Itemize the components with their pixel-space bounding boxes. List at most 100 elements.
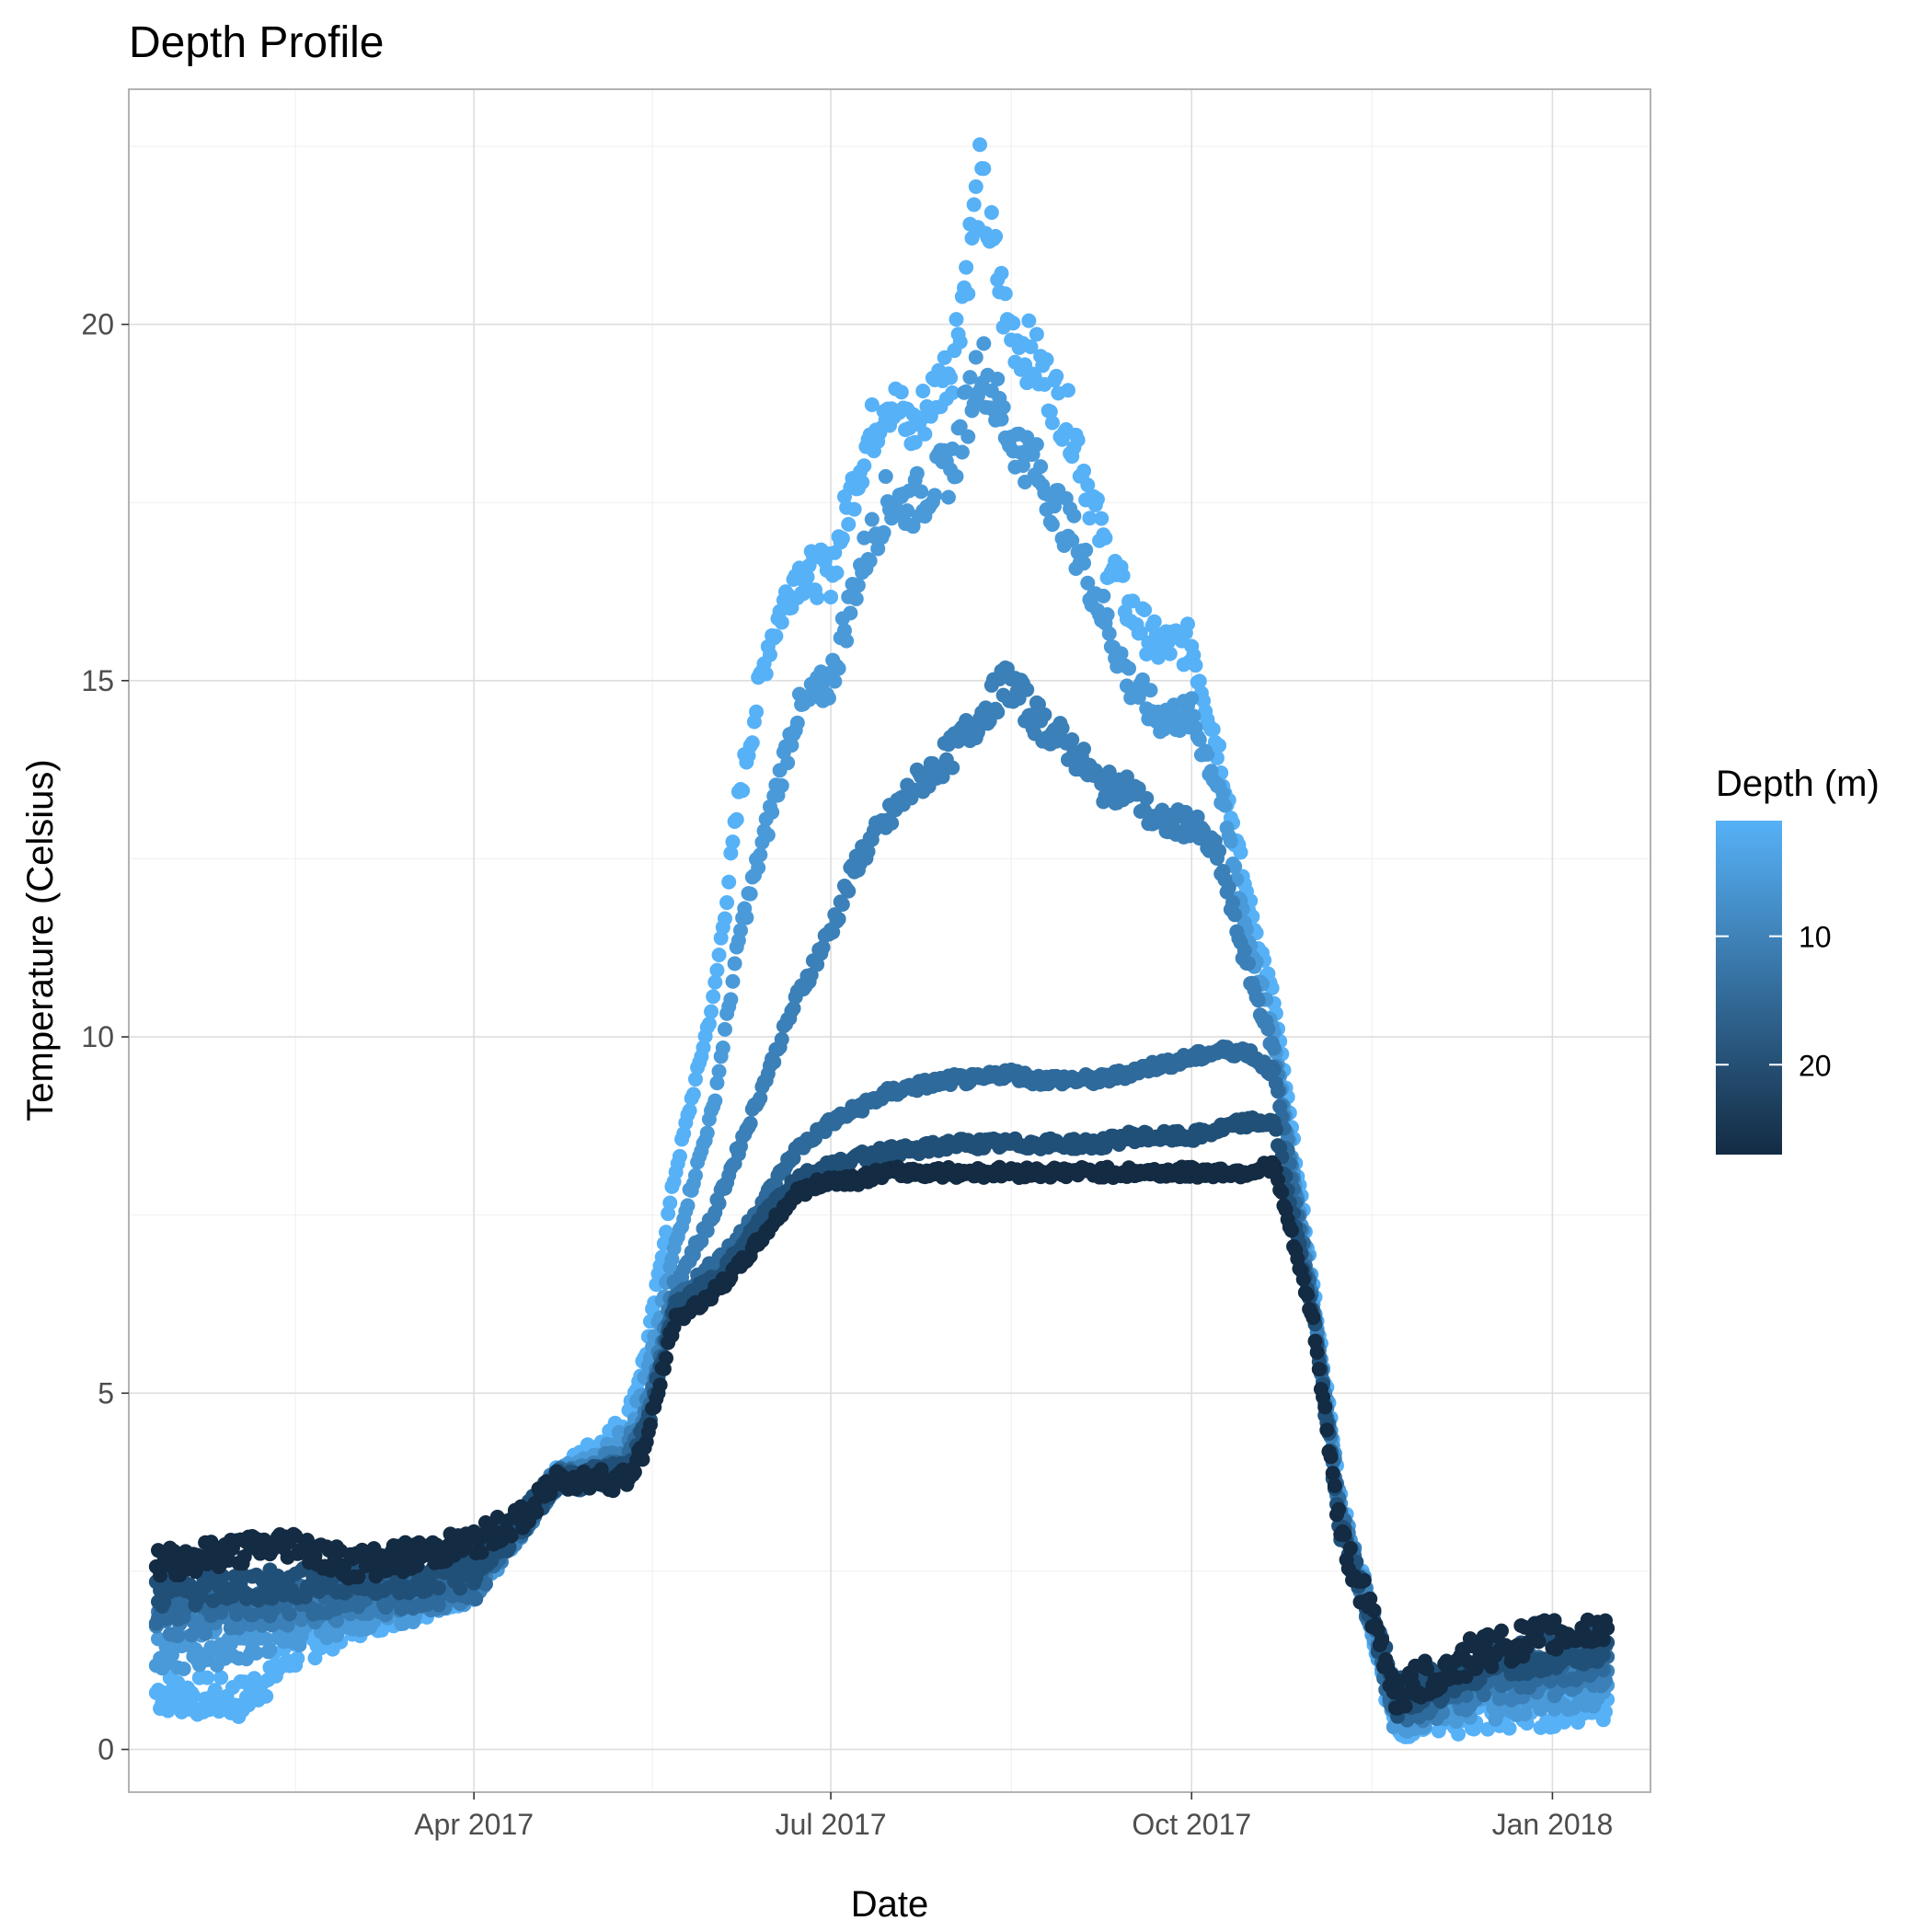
data-point [774,1031,789,1047]
data-point [1309,1344,1325,1360]
data-point [1323,1449,1339,1465]
data-point [717,1021,732,1037]
data-point [952,334,968,350]
data-point [1531,1634,1547,1650]
data-point [789,715,805,730]
data-point [1236,943,1252,959]
legend-label: 20 [1799,1049,1832,1082]
data-point [1019,682,1035,697]
data-point [1205,721,1221,737]
data-point [282,1606,297,1622]
data-point [680,1198,696,1213]
data-point [1597,1704,1613,1719]
data-point [711,1064,727,1079]
data-point [988,228,1004,244]
x-tick-label: Jul 2017 [776,1808,887,1841]
data-point [766,1054,782,1070]
data-point [1392,1673,1408,1689]
data-point [1517,1707,1533,1722]
data-point [717,911,732,926]
data-point [1191,673,1207,689]
data-point [1225,895,1241,911]
data-point [1066,508,1082,523]
data-point [468,1591,484,1606]
data-point [784,738,799,753]
data-point [1178,804,1193,820]
data-point [328,1613,344,1628]
data-point [857,458,872,474]
y-tick-label: 15 [81,664,114,697]
data-point [723,992,739,1007]
data-point [224,1589,240,1604]
data-point [1451,1726,1466,1742]
data-point [723,845,739,861]
data-point [762,647,777,662]
data-point [1233,845,1248,860]
grid-minor [129,89,1650,1792]
data-point [1101,626,1117,641]
data-point [1113,646,1129,661]
data-point [1595,1632,1611,1648]
data-point [164,1647,179,1662]
data-point [186,1688,201,1704]
data-point [893,385,909,400]
data-point [862,553,878,569]
y-tick-label: 5 [98,1376,114,1409]
y-axis-title: Temperature (Celsius) [20,759,61,1121]
legend-title: Depth (m) [1716,764,1880,804]
data-point [1317,1399,1333,1415]
data-point [739,910,754,926]
data-point [1184,691,1200,707]
data-point [1363,1591,1378,1606]
data-point [914,484,929,500]
data-point [711,1196,727,1212]
data-point [995,399,1011,415]
data-point [744,735,760,751]
data-point [1101,765,1117,780]
data-point [1089,491,1105,507]
data-point [878,468,893,484]
data-point [725,834,741,850]
data-point [1080,575,1096,591]
data-point [248,1645,264,1661]
data-point [990,371,1006,386]
data-point [1212,843,1227,858]
data-point [431,1581,446,1596]
data-point [1044,415,1060,431]
y-tick-label: 10 [81,1020,114,1053]
data-point [1274,1184,1290,1200]
data-point [821,690,836,706]
data-point [831,911,846,926]
data-point [704,1004,719,1019]
data-point [968,350,983,365]
data-point [176,1662,191,1677]
data-point [453,1581,468,1596]
data-point [839,633,855,649]
data-point [351,1570,366,1585]
data-point [1223,834,1238,849]
data-point [810,590,825,605]
data-point [652,1377,668,1393]
data-point [1094,511,1110,526]
data-point [927,488,943,503]
data-point [1029,327,1044,342]
data-point [706,989,721,1005]
data-point [994,265,1009,281]
data-point [962,370,978,385]
data-point [1143,683,1158,698]
data-point [299,1532,315,1547]
data-point [1266,1041,1282,1056]
data-point [1044,517,1060,533]
data-point [1131,781,1146,797]
data-point [288,1528,304,1544]
data-point [751,860,766,876]
data-point [786,1001,801,1017]
data-point [1186,708,1202,724]
data-point [696,1040,711,1055]
data-point [1327,1478,1342,1493]
data-point [1595,1647,1611,1662]
data-point [1037,707,1052,722]
data-point [659,1351,674,1366]
data-point [846,501,862,517]
data-point [952,419,968,434]
